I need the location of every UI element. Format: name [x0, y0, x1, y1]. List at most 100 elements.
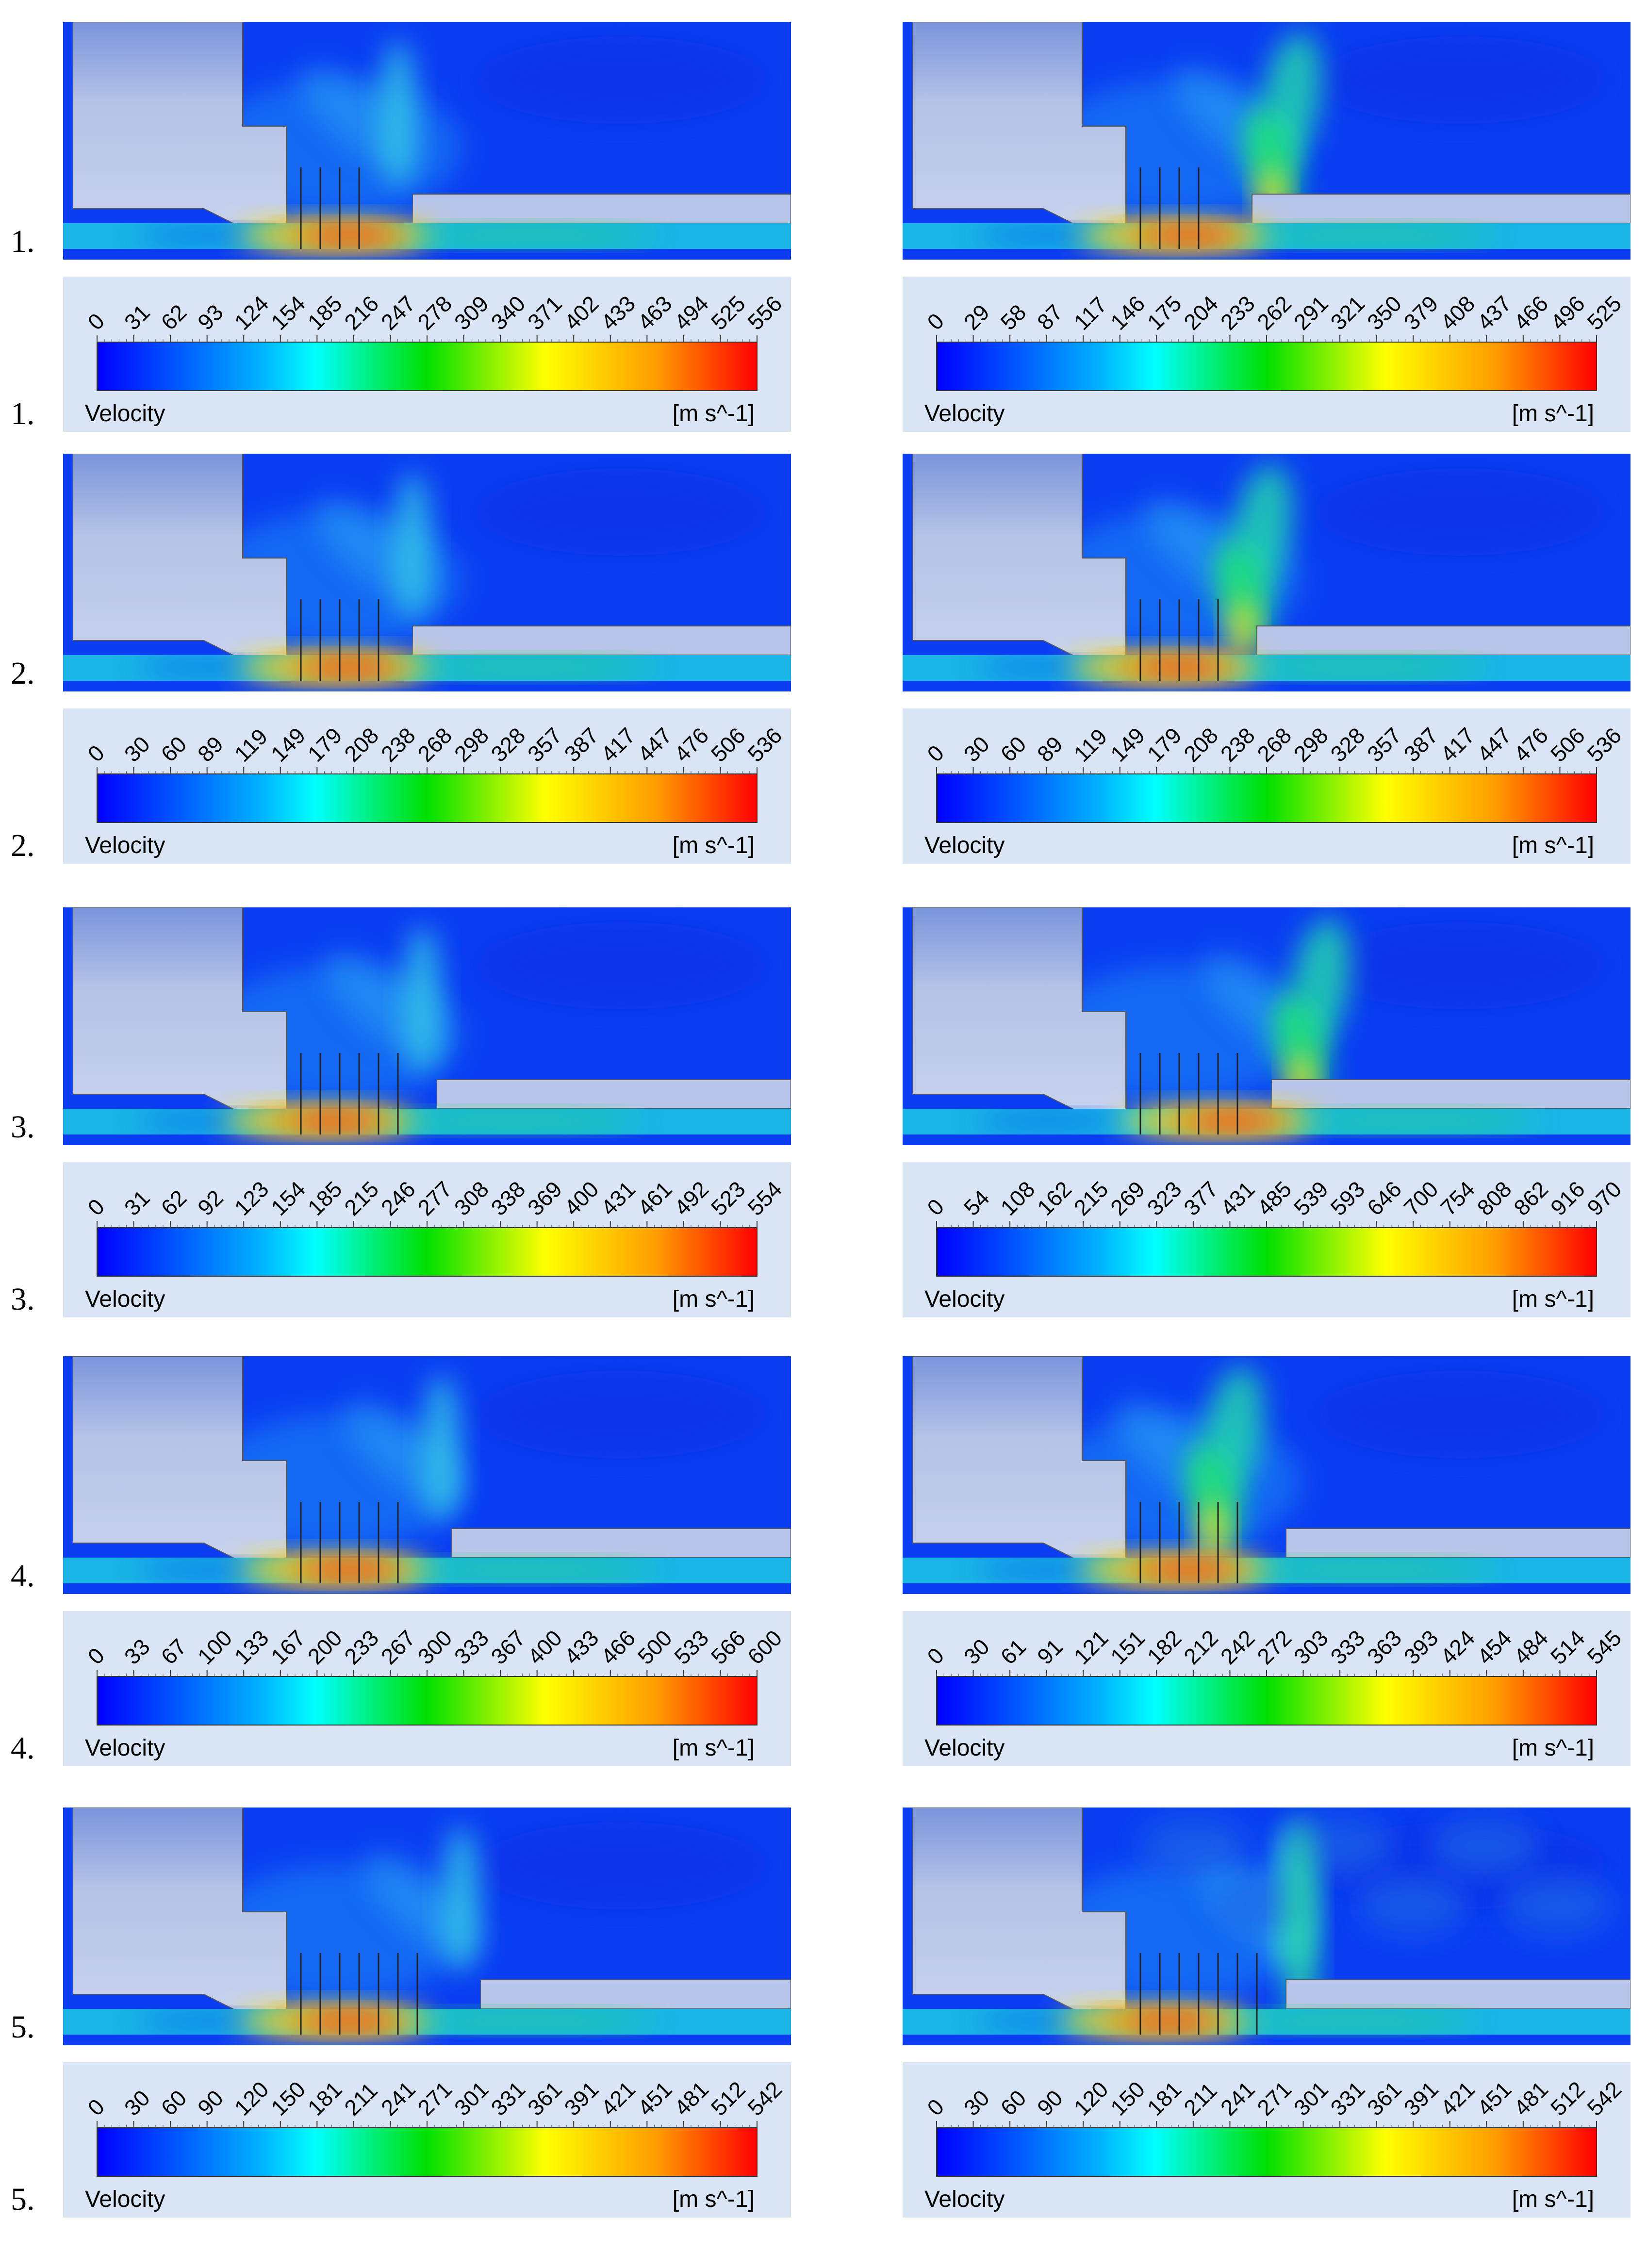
tick-label: 391	[1399, 2076, 1443, 2120]
tick-label: 328	[486, 723, 530, 767]
tick-label: 536	[742, 723, 787, 767]
tick-label: 309	[449, 291, 494, 335]
tick-label: 484	[1509, 1625, 1553, 1669]
tick-label: 54	[959, 1185, 994, 1220]
simulation-panel-left	[63, 1356, 791, 1594]
flow-region	[1145, 229, 1233, 242]
tick-label: 301	[449, 2076, 494, 2120]
tick-label: 525	[706, 291, 750, 335]
tick-label: 149	[266, 723, 310, 767]
flow-region	[476, 922, 767, 1009]
legend-unit-label: [m s^-1]	[1512, 1286, 1594, 1312]
tick-label: 328	[1325, 723, 1369, 767]
tick-label: 393	[1399, 1625, 1443, 1669]
tick-label: 233	[1216, 291, 1260, 335]
tick-label: 87	[1032, 299, 1068, 335]
tick-label: 179	[1142, 723, 1186, 767]
tick-label: 754	[1435, 1176, 1480, 1220]
tick-label: 323	[1142, 1176, 1186, 1220]
color-scale-bar: 0 33 67 10013316720023326730033336740043346…	[82, 1625, 787, 1726]
tick-label: 463	[633, 291, 677, 335]
channel-wall-layer	[63, 1134, 791, 1145]
tick-label: 451	[1472, 2076, 1516, 2120]
velocity-contour-plot	[903, 1808, 1631, 2045]
flow-region	[393, 473, 432, 619]
tick-label: 120	[1069, 2076, 1113, 2120]
tick-label: 371	[523, 291, 567, 335]
simulation-panel-right	[903, 22, 1631, 260]
tick-label: 30	[959, 731, 994, 767]
tick-label: 167	[266, 1625, 310, 1669]
legend-unit-label: [m s^-1]	[1512, 1735, 1594, 1761]
tick-label: 208	[339, 723, 383, 767]
legend-unit-label: [m s^-1]	[672, 1735, 755, 1761]
legend-panel-left: 0 33 67 100 133 167 200 233 267 300 333 367 400 433 46…	[63, 1611, 791, 1766]
legend-panel-right: 0 54 108 162 215 269 323 377 431 485 539 593 646 700 7…	[903, 1162, 1631, 1317]
tick-label: 271	[412, 2076, 457, 2120]
tick-label: 238	[376, 723, 420, 767]
tick-label: 512	[706, 2076, 750, 2120]
colorbar	[97, 2127, 758, 2177]
legend-unit-label: [m s^-1]	[1512, 2186, 1594, 2212]
tick-label: 185	[303, 1176, 347, 1220]
tick-label: 556	[742, 291, 787, 335]
tick-label: 646	[1362, 1176, 1406, 1220]
tick-label: 151	[1105, 1625, 1150, 1669]
velocity-contour-plot	[903, 22, 1631, 260]
tick-label: 700	[1399, 1176, 1443, 1220]
tick-label: 525	[1582, 291, 1626, 335]
tick-label: 108	[995, 1176, 1039, 1220]
tick-label: 215	[339, 1176, 383, 1220]
legend-variable-label: Velocity	[85, 1735, 165, 1761]
tick-label: 58	[995, 299, 1031, 335]
tick-label: 363	[1362, 1625, 1406, 1669]
channel-wall-layer	[63, 681, 791, 691]
tick-label: 367	[486, 1625, 530, 1669]
tick-label: 492	[669, 1176, 713, 1220]
legend-unit-label: [m s^-1]	[672, 401, 755, 427]
tick-label: 272	[1252, 1625, 1296, 1669]
tick-label: 431	[1216, 1176, 1260, 1220]
tick-label: 212	[1179, 1625, 1223, 1669]
tick-label: 150	[266, 2076, 310, 2120]
colorbar	[97, 342, 758, 391]
tick-label: 182	[1142, 1625, 1186, 1669]
tick-label: 150	[1105, 2076, 1150, 2120]
legend-panel-right: 0 30 60 90 120 150 181 211 241 271 301 331 361 391 421…	[903, 2062, 1631, 2218]
tick-label: 62	[156, 1185, 191, 1220]
colorbar	[936, 1227, 1597, 1277]
tick-label: 60	[995, 731, 1031, 767]
tick-label: 481	[669, 2076, 713, 2120]
flow-region	[1145, 1563, 1233, 1577]
tick-label: 0	[82, 2094, 109, 2120]
tick-label: 31	[119, 1185, 155, 1220]
tick-label: 593	[1325, 1176, 1369, 1220]
tick-label: 211	[1179, 2077, 1222, 2120]
tick-label: 417	[1435, 723, 1480, 767]
row-number-label: 2.	[11, 656, 35, 691]
tick-label: 424	[1435, 1625, 1480, 1669]
row-number-label: 4.	[11, 1730, 35, 1766]
tick-label: 387	[560, 723, 604, 767]
tick-label: 447	[1472, 723, 1516, 767]
tick-label: 233	[339, 1625, 383, 1669]
channel-wall-layer	[903, 681, 1631, 691]
legend-unit-label: [m s^-1]	[1512, 401, 1594, 427]
legend-unit-label: [m s^-1]	[672, 2186, 755, 2212]
tick-label: 298	[449, 723, 494, 767]
flow-region	[1315, 922, 1606, 1009]
tick-label: 119	[1069, 723, 1112, 767]
tick-label: 466	[1509, 291, 1553, 335]
legend-variable-label: Velocity	[85, 833, 165, 858]
tick-label: 331	[1325, 2076, 1369, 2120]
colorbar	[936, 2127, 1597, 2177]
flow-region	[403, 2012, 655, 2030]
colorbar	[936, 1676, 1597, 1726]
tick-label: 500	[633, 1625, 677, 1669]
tick-label: 268	[1252, 723, 1296, 767]
tick-label: 91	[1032, 1634, 1068, 1669]
tick-label: 333	[1325, 1625, 1369, 1669]
tick-label: 408	[1435, 291, 1480, 335]
channel-wall-layer	[903, 1134, 1631, 1145]
tick-label: 461	[633, 1176, 677, 1220]
